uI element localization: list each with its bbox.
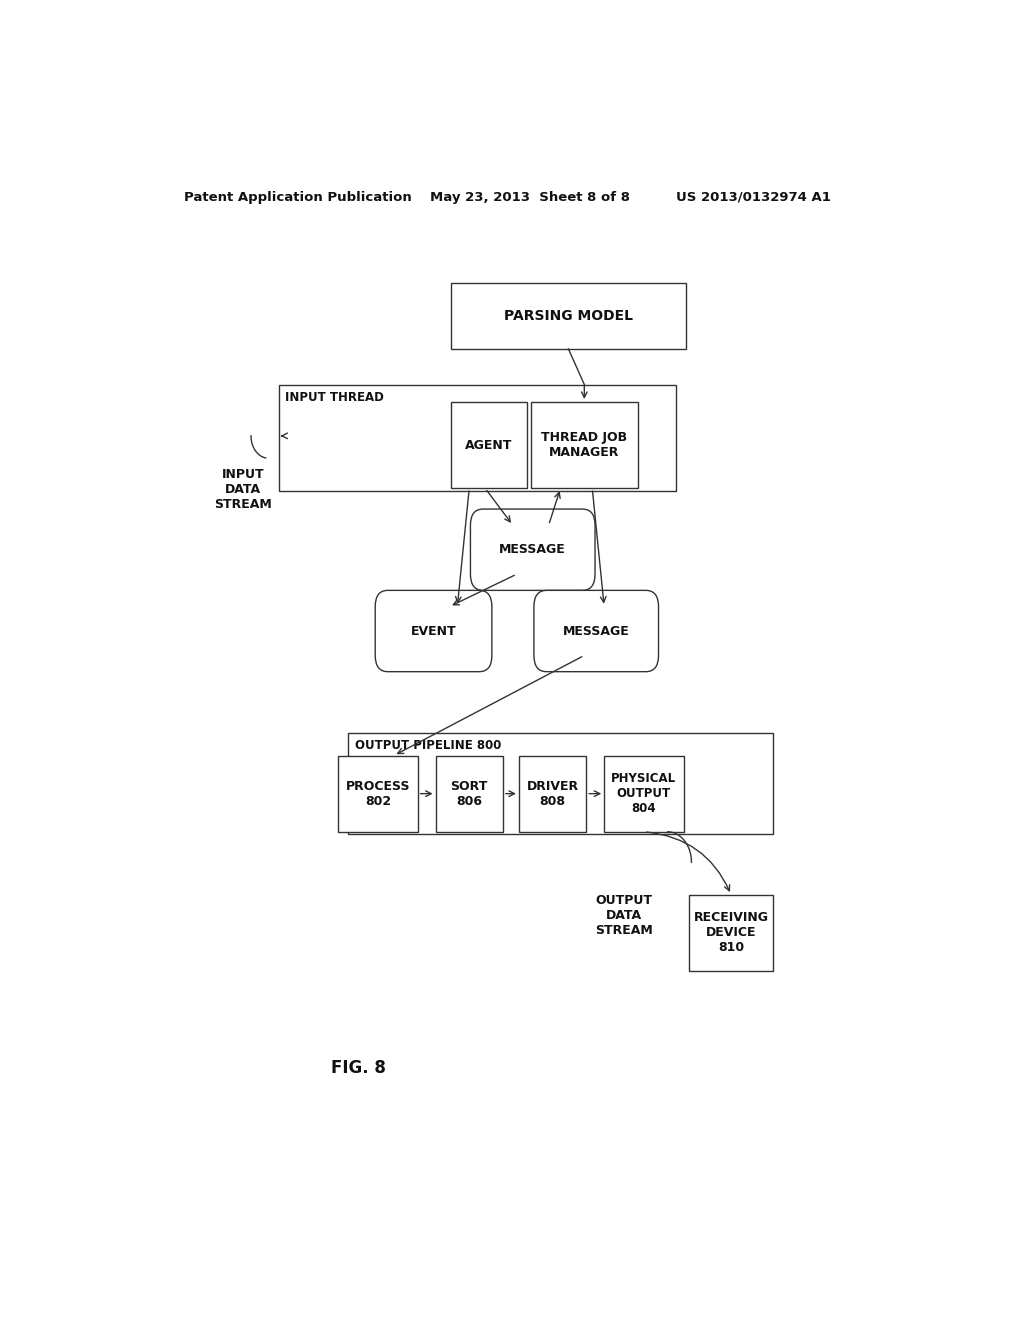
FancyBboxPatch shape [279,384,676,491]
Text: RECEIVING
DEVICE
810: RECEIVING DEVICE 810 [693,911,769,954]
Text: INPUT THREAD: INPUT THREAD [285,391,384,404]
FancyBboxPatch shape [689,895,773,972]
FancyBboxPatch shape [452,282,685,348]
FancyBboxPatch shape [530,401,638,488]
Text: PARSING MODEL: PARSING MODEL [504,309,633,323]
Text: PHYSICAL
OUTPUT
804: PHYSICAL OUTPUT 804 [611,772,677,816]
Text: PROCESS
802: PROCESS 802 [346,780,411,808]
Text: FIG. 8: FIG. 8 [331,1059,386,1077]
FancyBboxPatch shape [534,590,658,672]
Text: SORT
806: SORT 806 [451,780,487,808]
Text: US 2013/0132974 A1: US 2013/0132974 A1 [676,190,830,203]
FancyBboxPatch shape [452,401,526,488]
Text: Patent Application Publication: Patent Application Publication [183,190,412,203]
Text: DRIVER
808: DRIVER 808 [526,780,579,808]
Text: INPUT
DATA
STREAM: INPUT DATA STREAM [214,469,272,511]
FancyBboxPatch shape [519,755,587,832]
Text: MESSAGE: MESSAGE [500,544,566,556]
Text: OUTPUT PIPELINE 800: OUTPUT PIPELINE 800 [354,739,501,752]
Text: OUTPUT
DATA
STREAM: OUTPUT DATA STREAM [595,894,653,937]
FancyBboxPatch shape [348,733,773,834]
FancyBboxPatch shape [338,755,418,832]
Text: AGENT: AGENT [465,438,513,451]
Text: MESSAGE: MESSAGE [563,624,630,638]
FancyBboxPatch shape [470,510,595,590]
FancyBboxPatch shape [375,590,492,672]
Text: EVENT: EVENT [411,624,457,638]
Text: THREAD JOB
MANAGER: THREAD JOB MANAGER [542,432,628,459]
FancyBboxPatch shape [604,755,684,832]
Text: May 23, 2013  Sheet 8 of 8: May 23, 2013 Sheet 8 of 8 [430,190,630,203]
FancyBboxPatch shape [435,755,503,832]
